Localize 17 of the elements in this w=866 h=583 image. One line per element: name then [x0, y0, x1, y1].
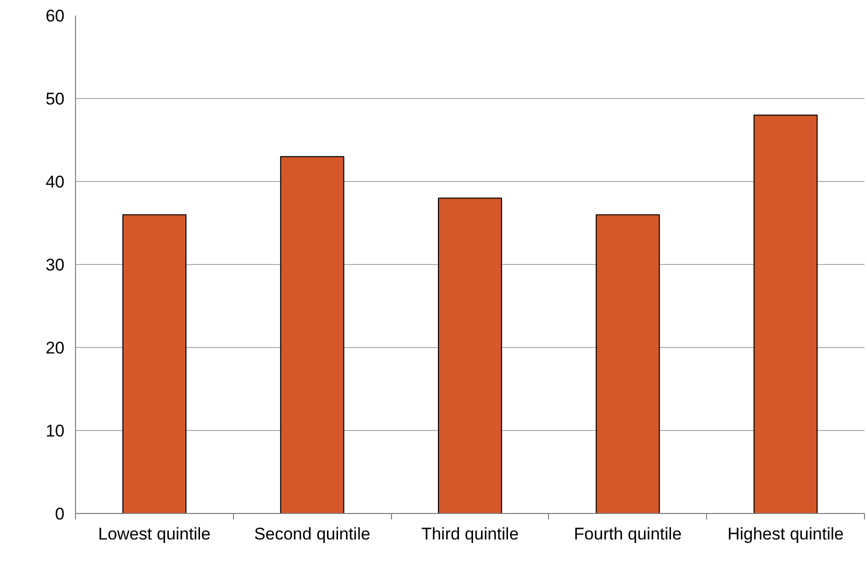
y-tick-label: 40	[46, 172, 65, 192]
x-tick-label: Second quintile	[254, 524, 370, 544]
bar	[754, 114, 818, 514]
y-tick-label: 10	[46, 422, 65, 440]
x-tick-label: Fourth quintile	[574, 524, 682, 544]
bar	[280, 156, 344, 514]
y-tick-label: 30	[46, 256, 65, 274]
y-tick-label: 50	[46, 90, 65, 108]
x-tick-label: Highest quintile	[727, 524, 844, 544]
x-tick-label: Third quintile	[421, 524, 519, 544]
bar	[438, 198, 502, 514]
y-tick-label: 0	[55, 504, 65, 524]
x-tick-label: Lowest quintile	[98, 524, 211, 544]
y-tick-label: 60	[46, 6, 65, 26]
bar	[596, 214, 660, 514]
y-tick-label: 20	[46, 338, 65, 358]
bar	[122, 214, 186, 514]
